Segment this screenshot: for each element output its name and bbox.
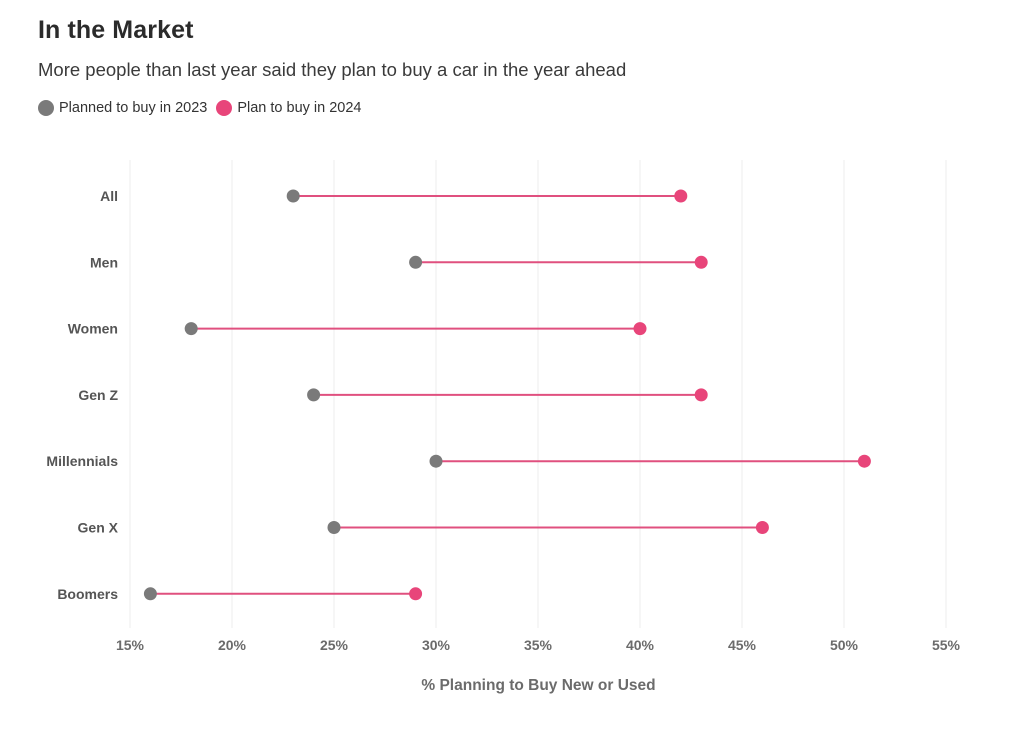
x-tick-label: 55%	[932, 637, 961, 653]
x-tick-label: 50%	[830, 637, 859, 653]
legend: Planned to buy in 2023 Plan to buy in 20…	[38, 100, 371, 116]
dot-2024	[755, 521, 769, 534]
legend-item-2023: Planned to buy in 2023	[38, 100, 207, 116]
legend-label-2023: Planned to buy in 2023	[59, 100, 208, 116]
legend-label-2024: Plan to buy in 2024	[237, 100, 362, 116]
connector-lines	[150, 195, 865, 595]
x-tick-labels: 15% 20% 25% 30% 35% 40% 45% 50% 55%	[116, 637, 961, 653]
dot-2024	[694, 388, 708, 402]
category-label: Boomers	[57, 586, 118, 602]
data-points	[143, 189, 871, 601]
category-label: All	[100, 188, 118, 204]
legend-item-2024: Plan to buy in 2024	[216, 100, 362, 116]
x-axis-title: % Planning to Buy New or Used	[421, 677, 655, 694]
dot-2023	[409, 255, 423, 269]
x-tick-label: 25%	[320, 637, 349, 653]
dot-2023	[327, 521, 341, 534]
category-labels: All Men Women Gen Z Millennials Gen X Boomers	[46, 188, 118, 602]
x-tick-label: 15%	[116, 637, 145, 653]
dot-2024	[674, 189, 688, 203]
category-label: Millennials	[46, 453, 118, 469]
dot-2023	[286, 189, 300, 203]
dot-2023	[307, 388, 321, 402]
dot-2024	[694, 255, 708, 269]
x-tick-label: 35%	[524, 637, 553, 653]
x-tick-label: 30%	[422, 637, 451, 653]
chart-title: In the Market	[38, 16, 194, 44]
dot-2024	[633, 322, 647, 336]
dot-2023	[184, 322, 198, 336]
x-tick-label: 40%	[626, 637, 655, 653]
dot-2024	[409, 587, 423, 601]
legend-swatch-2024	[216, 100, 233, 116]
x-tick-label: 20%	[218, 637, 247, 653]
dot-2023	[143, 587, 157, 601]
category-label: Women	[68, 321, 118, 337]
chart-subtitle: More people than last year said they pla…	[38, 59, 627, 80]
category-label: Gen Z	[78, 387, 118, 403]
dot-2024	[857, 454, 871, 468]
category-label: Men	[90, 254, 118, 270]
x-tick-label: 45%	[728, 637, 757, 653]
legend-swatch-2023	[38, 100, 54, 116]
dot-2023	[429, 454, 443, 468]
category-label: Gen X	[78, 520, 119, 536]
